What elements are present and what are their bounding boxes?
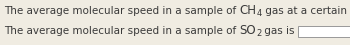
Text: The average molecular speed in a sample of: The average molecular speed in a sample …: [4, 6, 239, 16]
Text: CH: CH: [239, 4, 257, 18]
Text: The average molecular speed in a sample of: The average molecular speed in a sample …: [4, 26, 239, 36]
Text: gas at a certain temperature is 694 m/s.: gas at a certain temperature is 694 m/s.: [262, 6, 350, 16]
Text: SO: SO: [239, 24, 256, 37]
Text: 4: 4: [257, 9, 262, 18]
Text: gas is: gas is: [261, 26, 298, 36]
Text: 2: 2: [256, 30, 261, 39]
FancyBboxPatch shape: [298, 26, 350, 36]
